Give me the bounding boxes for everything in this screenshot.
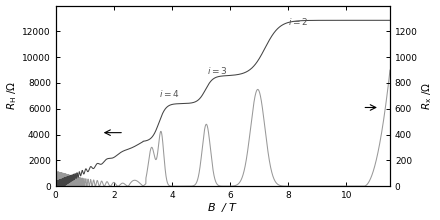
Y-axis label: $R_\mathrm{H}$ /$\Omega$: $R_\mathrm{H}$ /$\Omega$ xyxy=(6,81,19,110)
Text: $i = 2$: $i = 2$ xyxy=(288,16,308,27)
Text: $i = 3$: $i = 3$ xyxy=(207,65,227,76)
X-axis label: $B$  / T: $B$ / T xyxy=(207,202,238,214)
Text: $i = 4$: $i = 4$ xyxy=(159,88,180,99)
Y-axis label: $R_\mathrm{x}$ /$\Omega$: $R_\mathrm{x}$ /$\Omega$ xyxy=(421,82,434,110)
